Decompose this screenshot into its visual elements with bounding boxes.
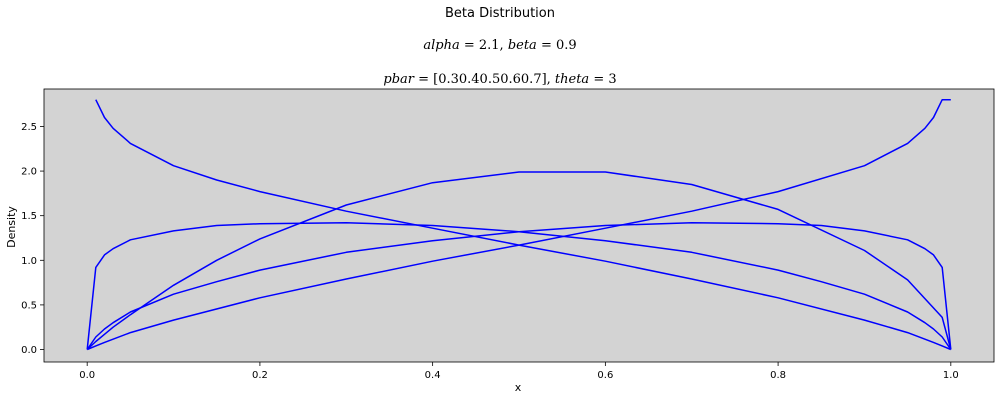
x-tick-label: 1.0: [943, 370, 959, 381]
y-axis-ticks: 0.0 0.5 1.0 1.5 2.0 2.5: [21, 122, 44, 356]
y-tick-label: 1.0: [21, 256, 37, 267]
x-axis-ticks: 0.0 0.2 0.4 0.6 0.8 1.0: [79, 362, 959, 381]
y-axis-label: Density: [5, 206, 18, 248]
series-line-1: [86, 171, 952, 351]
subtitle-pbar-value: = [0.30.40.50.60.7],: [413, 72, 555, 87]
series-line-4: [86, 222, 952, 350]
subtitle-theta-name: theta: [554, 72, 590, 87]
subtitle-alpha-name: alpha: [423, 38, 460, 53]
subtitle-pbar-name: pbar: [383, 72, 414, 87]
y-tick-label: 0.0: [21, 345, 37, 356]
chart-title: Beta Distribution: [445, 6, 555, 21]
subtitle-theta-value: = 3: [589, 72, 617, 87]
subtitle-alpha-value: = 2.1,: [459, 38, 508, 53]
plot-frame: [43, 88, 995, 363]
chart-subtitle-params: alpha = 2.1, beta = 0.9: [0, 38, 1000, 53]
x-tick-label: 0.6: [597, 370, 613, 381]
x-axis-label: x: [515, 381, 522, 394]
subtitle-beta-value: = 0.9: [536, 38, 577, 53]
chart-subtitle-pbar: pbar = [0.30.40.50.60.7], theta = 3: [0, 72, 1000, 87]
subtitle-beta-name: beta: [507, 38, 537, 53]
x-tick-label: 0.8: [770, 370, 786, 381]
series-layer: [86, 98, 952, 351]
y-tick-label: 2.5: [21, 122, 37, 133]
x-tick-label: 0.2: [252, 370, 268, 381]
x-tick-label: 0.0: [79, 370, 95, 381]
y-tick-label: 1.5: [21, 211, 37, 222]
series-line-5: [86, 98, 951, 351]
y-tick-label: 2.0: [21, 167, 37, 178]
plot-area: [44, 89, 994, 362]
y-tick-label: 0.5: [21, 300, 37, 311]
x-tick-label: 0.4: [425, 370, 441, 381]
